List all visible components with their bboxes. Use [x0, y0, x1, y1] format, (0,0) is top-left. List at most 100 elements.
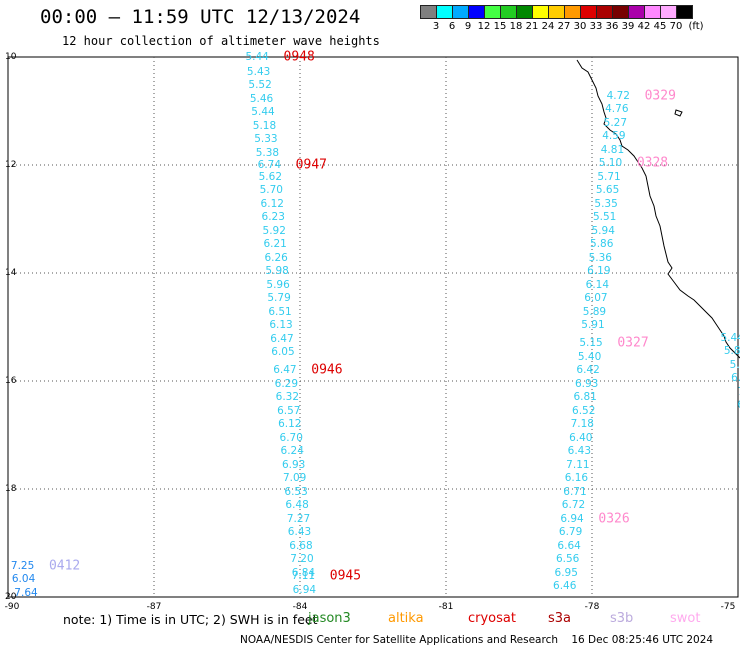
wave-height-value: 6.24	[280, 445, 304, 458]
colorbar-label: 39	[621, 21, 635, 32]
colorbar-label: 30	[573, 21, 587, 32]
colorbar-label: 21	[525, 21, 539, 32]
wave-height-value: 5.86	[723, 345, 740, 358]
wave-height-value: 6.43	[287, 526, 312, 539]
wave-height-value: 7.11	[291, 570, 316, 583]
map-note: note: 1) Time is in UTC; 2) SWH is in fe…	[63, 612, 318, 627]
wave-height-value: 4.76	[605, 103, 629, 116]
pass-time-label: 0947	[295, 157, 327, 173]
wave-height-value: 6.26	[264, 251, 288, 264]
colorbar-label: 15	[493, 21, 507, 32]
wave-height-value: 4.81	[600, 143, 625, 156]
satellite-legend-item: s3a	[548, 611, 572, 626]
wave-height-value: 5.33	[254, 133, 278, 146]
wave-height-value: 6.43	[567, 445, 592, 458]
colorbar-label: (ft)	[688, 21, 704, 32]
lat-tick-label: 14	[5, 268, 17, 278]
wave-height-value: 6.16	[564, 472, 589, 485]
wave-height-value: 6.40	[569, 431, 593, 444]
lon-tick-label: -87	[146, 602, 162, 612]
wave-height-value: 6.46	[553, 580, 577, 593]
wave-height-value: 5.44	[720, 331, 740, 344]
satellite-legend-item: s3b	[610, 611, 634, 626]
lat-tick-label: 10	[5, 52, 17, 62]
satellite-legend-item: swot	[670, 611, 701, 626]
map-title: 00:00 – 11:59 UTC 12/13/2024	[40, 6, 361, 28]
wave-height-value: 4.59	[602, 130, 626, 143]
wave-height-value: 5.98	[265, 265, 289, 278]
wave-height-value: 5.40	[577, 350, 602, 363]
wave-height-value: 6.95	[554, 566, 578, 579]
wave-height-value: 5.15	[579, 337, 603, 350]
wave-height-value: 6.42	[576, 364, 600, 377]
colorbar-label: 36	[605, 21, 619, 32]
wave-height-value: 7.11	[566, 458, 590, 471]
wave-height-value: 6.56	[555, 553, 580, 566]
lon-tick-label: -81	[438, 602, 454, 612]
wave-height-value: 5.96	[266, 278, 290, 291]
wave-height-value: 6.32	[275, 391, 300, 404]
colorbar-label: 27	[557, 21, 571, 32]
wave-height-value: 6.14	[585, 278, 610, 291]
wave-height-value: 6.51	[268, 305, 292, 318]
wave-height-value: 5.44	[245, 51, 269, 63]
lon-tick-label: -75	[720, 602, 736, 612]
wave-height-value: 5.27	[603, 116, 628, 129]
wave-height-value: 5.65	[595, 184, 620, 197]
wave-height-value: 5.38	[255, 146, 280, 159]
wave-height-value: 6.21	[263, 238, 287, 251]
colorbar-label: 45	[653, 21, 667, 32]
wave-height-value: 7.64	[14, 586, 38, 599]
wave-height-value: 5.46	[249, 92, 274, 105]
colorbar-label: 33	[589, 21, 603, 32]
wave-height-value: 6.23	[261, 211, 285, 224]
wave-height-value: 6.12	[278, 418, 302, 431]
map-frame	[7, 56, 739, 598]
satellite-legend-item: jason3	[308, 611, 351, 626]
wave-height-value: 5.51	[592, 211, 617, 224]
wave-height-value: 5.70	[259, 184, 283, 197]
colorbar-label: 70	[669, 21, 683, 32]
wave-height-value: 6.05	[271, 346, 295, 359]
wave-height-value: 6.04	[11, 573, 36, 586]
lon-tick-label: -78	[584, 602, 600, 612]
map-footer: NOAA/NESDIS Center for Satellite Applica…	[240, 634, 713, 646]
wave-height-value: 5.52	[248, 79, 272, 92]
satellite-legend-item: altika	[388, 611, 424, 626]
pass-time-label: 0329	[644, 88, 676, 104]
colorbar-label: 42	[637, 21, 651, 32]
wave-height-value: 6.84	[291, 566, 316, 579]
pass-time-label: 0327	[617, 335, 649, 351]
lat-tick-label: 16	[5, 376, 17, 386]
wave-height-value: 5.36	[588, 251, 612, 264]
colorbar-label: 3	[432, 21, 440, 32]
satellite-legend-item: cryosat	[468, 611, 516, 626]
colorbar-label: 18	[509, 21, 523, 32]
pass-time-label: 0945	[329, 568, 362, 584]
wave-height-value: 6.79	[558, 526, 583, 539]
wave-height-value: 5.92	[262, 224, 286, 237]
footer-timestamp: 16 Dec 08:25:46 UTC 2024	[571, 634, 714, 646]
colorbar-labels: 3 6 9 12 15 18 21 24 27 30 33 36 39 42 45 70 (ft)	[420, 21, 740, 35]
wave-height-value: 6.19	[587, 265, 611, 278]
wave-height-value: 7	[738, 386, 740, 398]
footer-credit: NOAA/NESDIS Center for Satellite Applica…	[240, 634, 558, 646]
wave-height-value: 6.70	[279, 431, 303, 444]
lat-tick-label: 18	[5, 484, 17, 494]
wave-height-value: 6.12	[260, 197, 284, 210]
wave-height-value: 5.44	[251, 106, 275, 119]
wave-height-value: 7.20	[290, 553, 314, 566]
wave-height-value: 6.07	[584, 292, 608, 305]
wave-height-value: 5.91	[581, 319, 605, 332]
wave-height-value: 6.57	[277, 404, 301, 417]
wave-height-value: 6.52	[572, 404, 596, 417]
wave-height-value: 5.89	[582, 305, 607, 318]
pass-time-label: 0946	[311, 362, 343, 378]
wave-height-value: 6.74	[257, 159, 282, 171]
pass-time-label: 0326	[598, 511, 630, 527]
wave-height-value: 5.43	[246, 65, 271, 78]
colorbar-label: 12	[477, 21, 491, 32]
wave-height-colorbar	[420, 5, 693, 19]
